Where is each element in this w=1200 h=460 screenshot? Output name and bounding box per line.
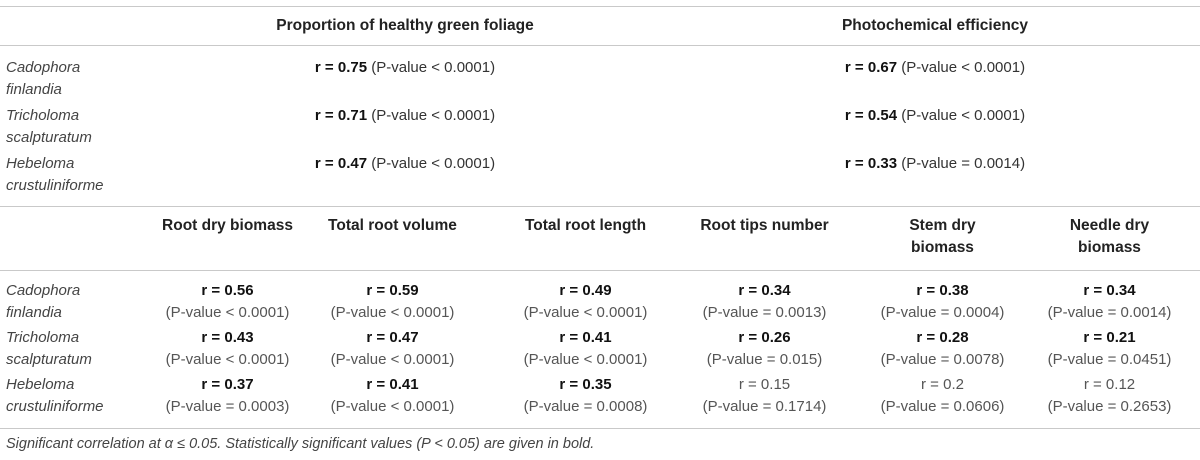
r-value: r = 0.37 [201,376,254,393]
header-total-root-volume: Total root volume [328,217,457,234]
table-footnote: Significant correlation at α ≤ 0.05. Sta… [6,436,595,452]
species-label: Cadophora [6,282,81,299]
p-value: (P-value < 0.0001) [165,351,290,368]
p-value: (P-value = 0.0004) [880,304,1005,321]
species-label: crustuliniforme [6,398,104,415]
p-value: (P-value = 0.0606) [880,398,1005,415]
r-value: r = 0.33 [844,155,898,172]
species-label: crustuliniforme [6,177,104,194]
p-value: (P-value < 0.0001) [165,304,290,321]
r-value: r = 0.67 [844,59,898,76]
species-label: Hebeloma [6,376,75,393]
p-value: (P-value = 0.0078) [880,351,1005,368]
p-value: (P-value < 0.0001) [523,351,648,368]
value-cell: r = 0.47 (P-value < 0.0001) [255,153,555,175]
header-foliage: Proportion of healthy green foliage [276,17,534,34]
p-value: (P-value = 0.2653) [1047,398,1172,415]
value-cell: r = 0.33 (P-value = 0.0014) [785,153,1085,175]
r-value: r = 0.38 [916,282,969,299]
header-photochemical: Photochemical efficiency [841,17,1029,34]
p-value: (P-value < 0.0001) [371,155,496,172]
r-value: r = 0.34 [1083,282,1136,299]
value-cell: r = 0.71 (P-value < 0.0001) [255,105,555,127]
value-cell: r = 0.67 (P-value < 0.0001) [785,57,1085,79]
r-value: r = 0.21 [1083,329,1136,346]
header-root-tips-number: Root tips number [700,217,829,234]
table-rule-top [0,6,1200,7]
p-value: (P-value < 0.0001) [330,398,455,415]
species-label: finlandia [6,81,62,98]
table-rule-subheader [0,270,1200,271]
r-value: r = 0.28 [916,329,969,346]
header-root-dry-biomass: Root dry biomass [162,217,293,234]
p-value: (P-value = 0.0013) [702,304,827,321]
p-value: (P-value < 0.0001) [330,304,455,321]
species-label: finlandia [6,304,62,321]
species-label: scalpturatum [6,129,92,146]
r-value: r = 0.59 [366,282,419,299]
header-total-root-length: Total root length [524,217,647,234]
p-value: (P-value = 0.015) [706,351,823,368]
p-value: (P-value = 0.0451) [1047,351,1172,368]
p-value: (P-value < 0.0001) [901,107,1026,124]
r-value: r = 0.34 [738,282,791,299]
r-value: r = 0.43 [201,329,254,346]
header-stem-dry-biomass: Stem dry [909,217,976,234]
r-value: r = 0.12 [1083,376,1136,393]
header-needle-dry-biomass-2: biomass [1078,239,1141,256]
table-rule-middle [0,206,1200,207]
r-value: r = 0.49 [559,282,612,299]
r-value: r = 0.26 [738,329,791,346]
r-value: r = 0.71 [314,107,368,124]
value-cell: r = 0.75 (P-value < 0.0001) [255,57,555,79]
r-value: r = 0.54 [844,107,898,124]
r-value: r = 0.41 [559,329,612,346]
table-rule-bottom [0,428,1200,429]
p-value: (P-value = 0.1714) [702,398,827,415]
species-label: Tricholoma [6,107,80,124]
r-value: r = 0.75 [314,59,368,76]
p-value: (P-value < 0.0001) [901,59,1026,76]
species-label: Tricholoma [6,329,80,346]
value-cell: r = 0.54 (P-value < 0.0001) [785,105,1085,127]
header-stem-dry-biomass-2: biomass [911,239,974,256]
p-value: (P-value < 0.0001) [523,304,648,321]
header-needle-dry-biomass: Needle dry [1069,217,1150,234]
r-value: r = 0.56 [201,282,254,299]
r-value: r = 0.41 [366,376,419,393]
p-value: (P-value = 0.0008) [523,398,648,415]
p-value: (P-value = 0.0003) [165,398,290,415]
r-value: r = 0.47 [366,329,419,346]
species-label: Cadophora [6,59,81,76]
p-value: (P-value < 0.0001) [371,107,496,124]
p-value: (P-value = 0.0014) [901,155,1026,172]
p-value: (P-value < 0.0001) [371,59,496,76]
species-label: Hebeloma [6,155,75,172]
p-value: (P-value = 0.0014) [1047,304,1172,321]
species-label: scalpturatum [6,351,92,368]
p-value: (P-value < 0.0001) [330,351,455,368]
r-value: r = 0.15 [738,376,791,393]
r-value: r = 0.47 [314,155,368,172]
r-value: r = 0.35 [559,376,612,393]
r-value: r = 0.2 [921,376,964,393]
table-rule-header [0,45,1200,46]
